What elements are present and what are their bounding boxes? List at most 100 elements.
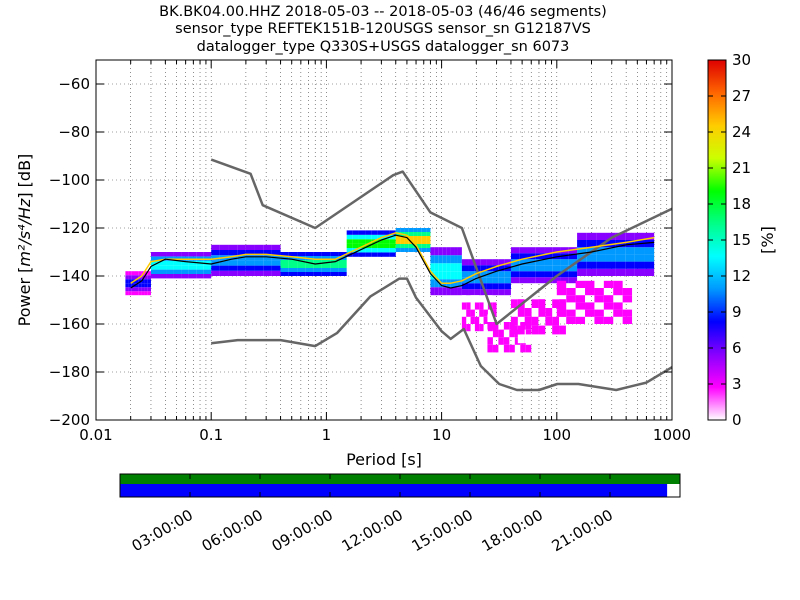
density-cell <box>575 316 586 324</box>
density-cell <box>158 269 167 274</box>
density-cell <box>211 265 220 271</box>
density-cell <box>173 260 182 266</box>
density-cell <box>313 252 322 256</box>
plot-frame <box>95 59 673 421</box>
density-cell <box>577 240 587 248</box>
density-cell <box>461 271 469 278</box>
density-cell <box>466 331 471 339</box>
density-cell <box>196 269 204 274</box>
density-cell <box>125 279 129 284</box>
density-cell <box>173 265 182 270</box>
density-cell <box>615 261 626 269</box>
density-cell <box>330 252 339 256</box>
density-cell <box>196 274 204 279</box>
density-cell <box>483 295 488 303</box>
density-cell <box>395 240 401 244</box>
y-tick-label: −200 <box>49 411 90 429</box>
density-cell <box>438 271 443 280</box>
colorbar-tick-label: 3 <box>732 375 742 393</box>
density-cell <box>552 259 561 266</box>
colorbar-label: [%] <box>758 226 777 254</box>
density-cell <box>271 265 281 271</box>
density-cell <box>560 277 569 284</box>
x-tick-label: 1000 <box>653 426 691 444</box>
density-cell <box>625 268 635 276</box>
density-cell <box>426 244 431 248</box>
density-cell <box>535 265 545 272</box>
density-cell <box>509 352 515 360</box>
density-cell <box>605 268 616 276</box>
density-cell <box>509 344 515 353</box>
density-cell <box>421 240 427 244</box>
density-cell <box>371 230 378 235</box>
density-cell <box>552 299 560 308</box>
density-cell <box>492 309 497 317</box>
density-cell <box>538 325 546 335</box>
density-cell <box>125 271 129 276</box>
density-cell <box>228 255 238 261</box>
density-cell <box>527 277 536 284</box>
density-cell <box>400 228 405 232</box>
density-cell <box>498 289 505 296</box>
density-cell <box>503 337 510 345</box>
density-cell <box>181 252 189 257</box>
density-cell <box>457 279 462 288</box>
density-cell <box>389 248 396 253</box>
density-cell <box>147 271 151 276</box>
density-cell <box>524 316 532 326</box>
density-cell <box>383 239 390 244</box>
density-cell <box>352 252 359 257</box>
density-cell <box>577 261 587 269</box>
density-cell <box>389 252 396 257</box>
density-cell <box>352 230 359 235</box>
density-cell <box>297 264 306 268</box>
density-cell <box>492 283 499 290</box>
density-cell <box>486 289 493 296</box>
colorbar-tick-label: 24 <box>732 123 751 141</box>
density-cell <box>305 252 314 256</box>
density-cell <box>150 274 159 279</box>
density-cell <box>330 272 339 276</box>
density-cell <box>510 253 520 260</box>
density-cell <box>228 244 238 250</box>
density-cell <box>466 309 471 317</box>
density-cell <box>134 291 139 296</box>
density-cell <box>358 243 366 248</box>
density-cell <box>144 287 148 292</box>
density-cell <box>544 265 553 272</box>
density-cell <box>158 265 167 270</box>
density-cell <box>141 291 145 296</box>
timeline-coverage-bottom <box>120 484 668 497</box>
density-cell <box>413 240 418 244</box>
density-cell <box>603 316 614 324</box>
density-cell <box>634 254 645 262</box>
density-cell <box>377 248 384 253</box>
density-cell <box>313 260 322 264</box>
density-cell <box>644 268 655 276</box>
density-cell <box>519 271 528 278</box>
density-cell <box>400 236 405 240</box>
y-tick-label: −80 <box>58 123 90 141</box>
density-cell <box>365 248 372 253</box>
density-cell <box>634 232 645 240</box>
psd-plot: 0.01 0.1 1 10 100 1000 −60 −80 −100 −120 −140 −160… <box>15 59 691 469</box>
density-cell <box>575 280 586 288</box>
density-cell <box>468 265 475 272</box>
x-tick-label: 0.01 <box>79 426 112 444</box>
density-cell <box>527 271 536 278</box>
density-cell <box>613 309 623 317</box>
density-cell <box>228 265 238 271</box>
density-cell <box>492 271 499 278</box>
colorbar: 0 3 6 9 12 15 18 21 24 27 30 [%] <box>707 51 777 429</box>
density-cell <box>426 240 431 244</box>
density-cell <box>166 265 174 270</box>
y-tick-label: −60 <box>58 75 90 93</box>
density-cell <box>457 287 462 296</box>
density-cell <box>352 239 359 244</box>
density-cell <box>577 247 587 255</box>
density-cell <box>556 302 567 310</box>
density-cell <box>181 274 189 279</box>
density-cell <box>313 256 322 260</box>
density-cell <box>408 236 414 240</box>
density-cell <box>524 334 532 344</box>
